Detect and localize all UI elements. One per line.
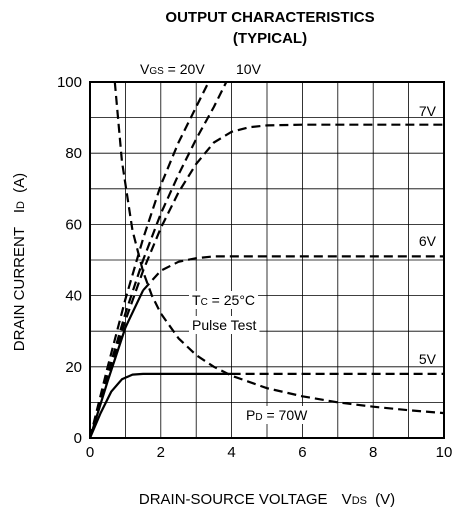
annotation-pulse-test: Pulse Test [192, 317, 256, 333]
curves [88, 81, 445, 439]
label-5v: 5V [419, 351, 437, 367]
label-10v: 10V [236, 61, 262, 77]
curve-7v [88, 123, 444, 439]
y-tick-label: 40 [65, 288, 82, 305]
series-labels: VGS = 20V 10V 7V 6V 5V TC = 25°C Pulse Test PD … [140, 61, 437, 424]
x-tick-label: 4 [227, 444, 235, 461]
label-vgs-20v: VGS = 20V [140, 61, 205, 77]
curve-6v-solid [88, 289, 145, 439]
curve-10v [88, 81, 228, 439]
curve-5v-solid [88, 372, 232, 439]
x-tick-label: 2 [157, 444, 165, 461]
chart-title: OUTPUT CHARACTERISTICS [165, 9, 374, 26]
annotation-tc: TC = 25°C [192, 292, 255, 308]
x-axis-label: DRAIN-SOURCE VOLTAGE VDS (V) [139, 491, 395, 508]
plot-frame [89, 81, 445, 439]
x-tick-label: 10 [436, 444, 453, 461]
grid [90, 82, 444, 438]
annotation-pulse-test-bg [189, 316, 260, 334]
label-6v: 6V [419, 233, 437, 249]
annotation-tc-bg [189, 291, 259, 309]
curve-pd-70w [113, 81, 445, 415]
annotation-pd: PD = 70W [246, 407, 308, 423]
y-tick-label: 0 [74, 430, 82, 447]
y-tick-label: 20 [65, 359, 82, 376]
label-7v: 7V [419, 103, 437, 119]
y-tick-label: 100 [57, 74, 82, 91]
annotation-pd-bg [243, 406, 312, 424]
y-tick-label: 80 [65, 145, 82, 162]
chart-subtitle: (TYPICAL) [233, 30, 307, 47]
x-tick-label: 6 [298, 444, 306, 461]
curve-vgs-20v [88, 81, 210, 439]
curve-6v-dashed [142, 255, 444, 292]
y-tick-label: 60 [65, 216, 82, 233]
x-tick-label: 8 [369, 444, 377, 461]
y-axis-label: DRAIN CURRENT ID (A) [11, 173, 28, 351]
x-tick-label: 0 [86, 444, 94, 461]
